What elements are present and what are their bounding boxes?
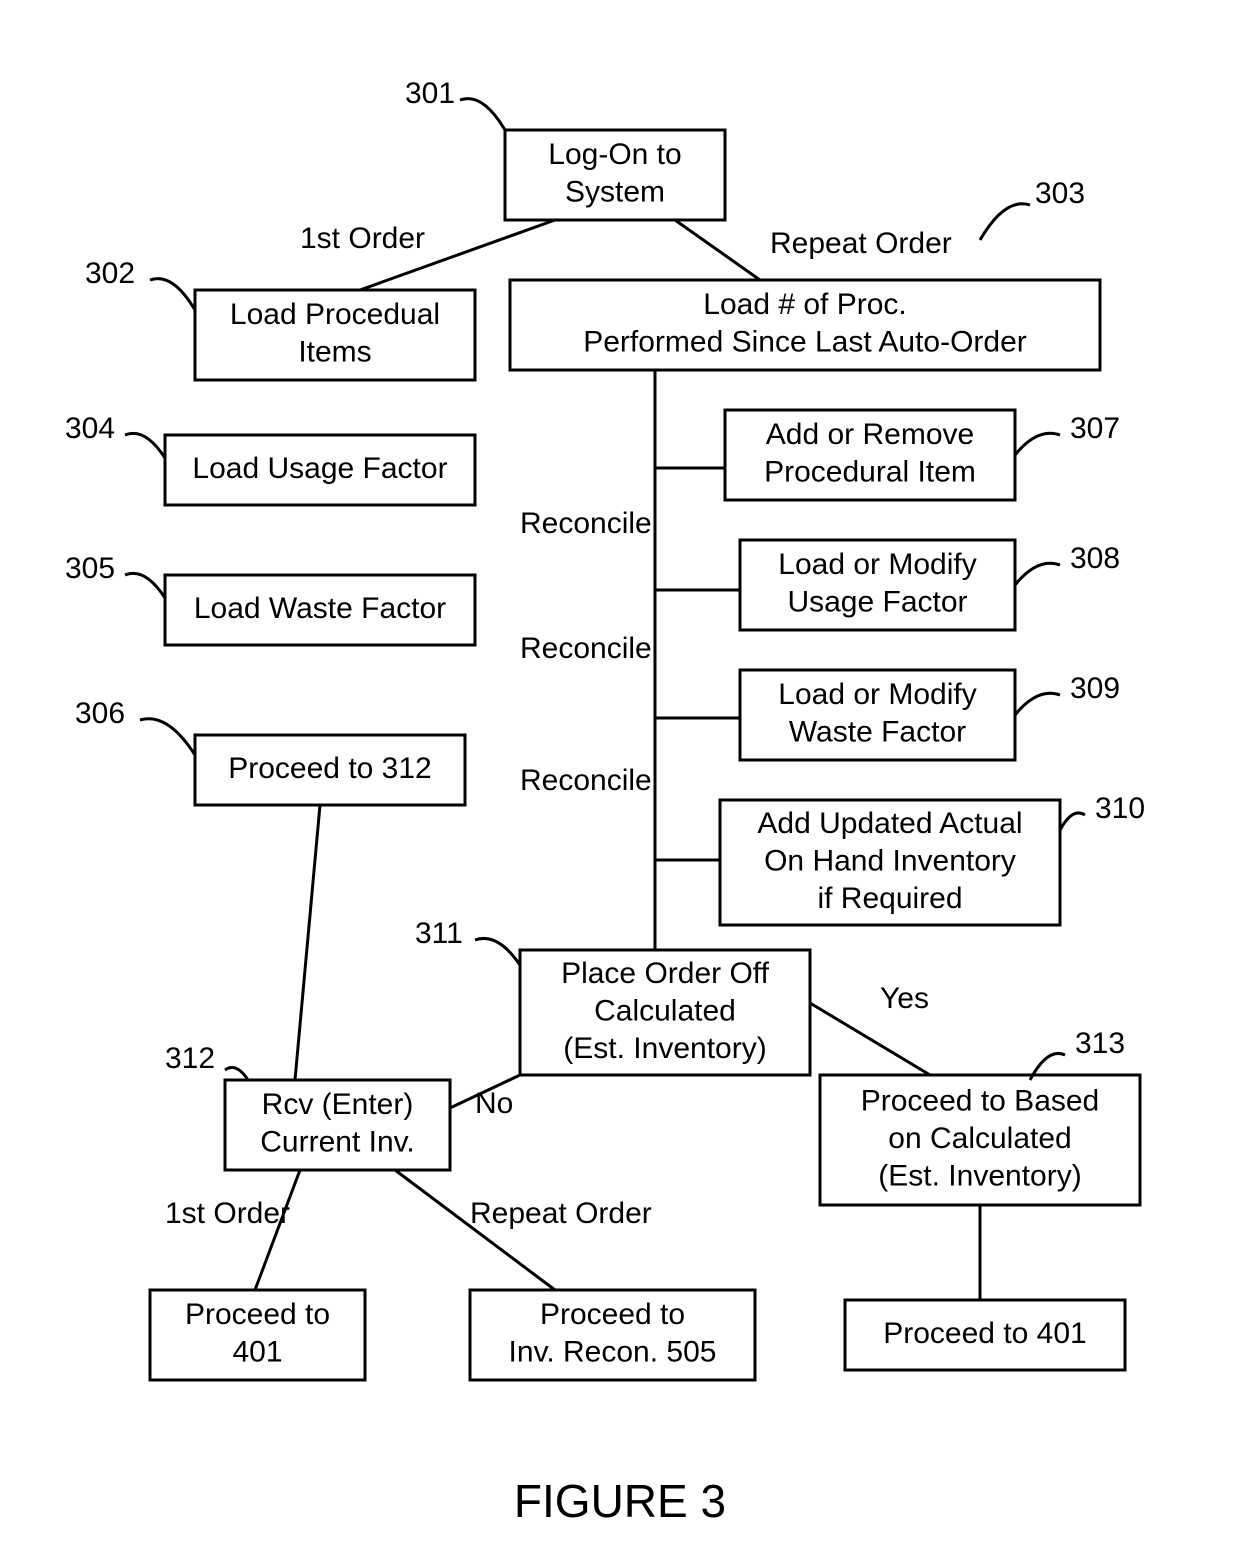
node-n313: Proceed to Based on Calculated (Est. Inven… bbox=[820, 1027, 1140, 1205]
node-text: System bbox=[565, 176, 665, 209]
node-text: Procedural Item bbox=[764, 456, 976, 489]
node-n307: Add or Remove Procedural Item 307 bbox=[725, 410, 1120, 500]
leader-line bbox=[1015, 563, 1060, 585]
ref-number: 303 bbox=[1035, 177, 1085, 210]
leader-line bbox=[125, 573, 165, 598]
edge bbox=[395, 1170, 555, 1290]
edge-label: No bbox=[475, 1087, 513, 1120]
ref-number: 308 bbox=[1070, 542, 1120, 575]
ref-number: 306 bbox=[75, 697, 125, 730]
node-text: Proceed to bbox=[185, 1298, 330, 1331]
ref-number: 304 bbox=[65, 412, 115, 445]
node-n304: Load Usage Factor 304 bbox=[65, 412, 475, 505]
node-text: Load or Modify bbox=[778, 678, 976, 711]
node-n401a: Proceed to 401 bbox=[150, 1290, 365, 1380]
node-text: Current Inv. bbox=[260, 1126, 415, 1159]
flowchart: Log-On to System 301 Load Procedual Items 302… bbox=[0, 0, 1240, 1567]
edge bbox=[675, 220, 760, 280]
edge-label: Reconcile bbox=[520, 507, 652, 540]
node-text: Performed Since Last Auto-Order bbox=[583, 326, 1027, 359]
node-text: Waste Factor bbox=[789, 716, 966, 749]
node-text: (Est. Inventory) bbox=[563, 1032, 766, 1065]
node-text: if Required bbox=[817, 882, 962, 915]
node-text: Calculated bbox=[594, 994, 736, 1027]
node-text: on Calculated bbox=[888, 1122, 1071, 1155]
ref-number: 302 bbox=[85, 257, 135, 290]
ref-number: 313 bbox=[1075, 1027, 1125, 1060]
node-n306: Proceed to 312 306 bbox=[75, 697, 465, 805]
node-text: Load Procedual bbox=[230, 298, 440, 331]
node-text: Place Order Off bbox=[561, 957, 770, 990]
node-text: Inv. Recon. 505 bbox=[509, 1336, 717, 1369]
node-text: Usage Factor bbox=[787, 586, 967, 619]
ref-number: 311 bbox=[415, 917, 463, 950]
node-text: Proceed to bbox=[540, 1298, 685, 1331]
node-text: Log-On to bbox=[548, 138, 681, 171]
leader-line bbox=[1015, 693, 1060, 715]
node-text: Proceed to 401 bbox=[883, 1317, 1086, 1350]
node-text: 401 bbox=[232, 1336, 282, 1369]
figure-label: FIGURE 3 bbox=[514, 1475, 726, 1527]
leader-line bbox=[1060, 813, 1085, 830]
edge-label: 1st Order bbox=[300, 222, 425, 255]
node-n301: Log-On to System 301 bbox=[405, 77, 725, 220]
node-n310: Add Updated Actual On Hand Inventory if Re… bbox=[720, 792, 1145, 925]
ref-number: 301 bbox=[405, 77, 455, 110]
node-text: On Hand Inventory bbox=[764, 844, 1016, 877]
edge-label: Reconcile bbox=[520, 764, 652, 797]
leader-line bbox=[475, 938, 520, 965]
ref-number: 307 bbox=[1070, 412, 1120, 445]
node-text: Add or Remove bbox=[766, 418, 974, 451]
node-text: Rcv (Enter) bbox=[262, 1088, 414, 1121]
node-text: Load # of Proc. bbox=[703, 288, 906, 321]
ref-number: 309 bbox=[1070, 672, 1120, 705]
node-text: Load Waste Factor bbox=[194, 592, 446, 625]
leader-line bbox=[150, 279, 195, 310]
node-n309: Load or Modify Waste Factor 309 bbox=[740, 670, 1120, 760]
ref-number: 310 bbox=[1095, 792, 1145, 825]
node-text: Add Updated Actual bbox=[757, 807, 1022, 840]
node-text: Items bbox=[298, 336, 371, 369]
edge bbox=[255, 1170, 300, 1290]
node-n312: Rcv (Enter) Current Inv. 312 bbox=[165, 1042, 450, 1170]
edge-label: 1st Order bbox=[165, 1197, 290, 1230]
leader-line bbox=[125, 433, 165, 458]
node-text: Load or Modify bbox=[778, 548, 976, 581]
edge bbox=[295, 805, 320, 1080]
edge-label: Yes bbox=[880, 982, 929, 1015]
leader-line bbox=[980, 204, 1030, 240]
node-n305: Load Waste Factor 305 bbox=[65, 552, 475, 645]
edge-label: Reconcile bbox=[520, 632, 652, 665]
node-n308: Load or Modify Usage Factor 308 bbox=[740, 540, 1120, 630]
node-text: Proceed to Based bbox=[861, 1084, 1100, 1117]
leader-line bbox=[140, 719, 195, 755]
node-n401b: Proceed to 401 bbox=[845, 1300, 1125, 1370]
node-n505: Proceed to Inv. Recon. 505 bbox=[470, 1290, 755, 1380]
edge-label: Repeat Order bbox=[770, 227, 952, 260]
node-n302: Load Procedual Items 302 bbox=[85, 257, 475, 380]
node-text: Load Usage Factor bbox=[192, 452, 447, 485]
ref-number: 312 bbox=[165, 1042, 215, 1075]
edge-label: Repeat Order bbox=[470, 1197, 652, 1230]
leader-line bbox=[1015, 433, 1060, 455]
node-n311: Place Order Off Calculated (Est. Inventory… bbox=[415, 917, 810, 1075]
node-text: Proceed to 312 bbox=[228, 752, 431, 785]
ref-number: 305 bbox=[65, 552, 115, 585]
node-text: (Est. Inventory) bbox=[878, 1159, 1081, 1192]
leader-line bbox=[225, 1068, 248, 1080]
leader-line bbox=[460, 99, 505, 130]
